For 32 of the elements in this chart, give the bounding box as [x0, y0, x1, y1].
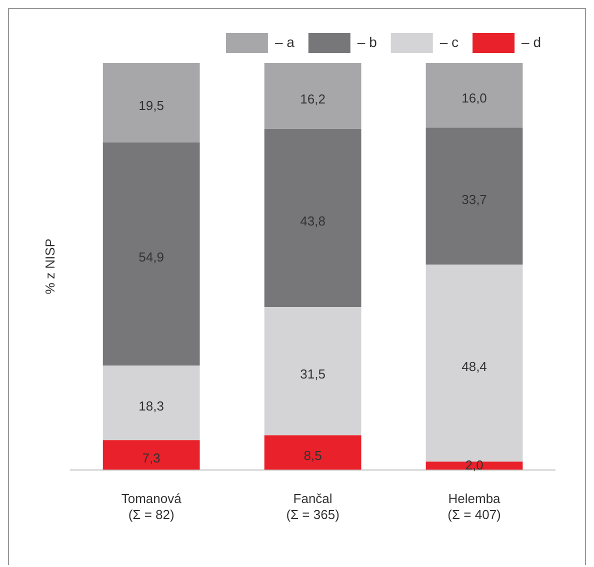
- data-label: 8,5: [304, 448, 322, 464]
- bar: [426, 128, 523, 265]
- data-label: 16,2: [300, 92, 326, 107]
- x-tick-label: Helemba (Σ = 407): [448, 491, 502, 522]
- legend-label: – c: [440, 34, 459, 50]
- x-tick-label: Tomanová (Σ = 82): [121, 491, 182, 522]
- data-label: 16,0: [462, 90, 487, 106]
- bar: [426, 264, 523, 462]
- data-label: 43,8: [300, 214, 326, 229]
- data-label: 18,3: [138, 398, 164, 414]
- data-label: 54,9: [138, 250, 164, 265]
- bar: [264, 128, 362, 308]
- legend-label: – a: [274, 34, 295, 50]
- bar: [426, 63, 523, 128]
- bar: [426, 462, 523, 470]
- data-label: 48,4: [462, 358, 487, 374]
- data-label: 33,7: [462, 192, 487, 207]
- data-label: 19,5: [138, 98, 164, 114]
- x-tick-label: Fančal (Σ = 365): [286, 491, 340, 522]
- bar: [102, 440, 200, 470]
- bar: [264, 435, 362, 470]
- y-axis-title: % z NISP: [42, 238, 58, 294]
- bar: [102, 63, 200, 142]
- legend-label: – d: [522, 34, 542, 50]
- bar: [264, 307, 362, 436]
- data-label: 31,5: [300, 366, 326, 382]
- bar: [102, 142, 200, 366]
- legend-label: – b: [357, 34, 378, 50]
- data-label: 2,0: [465, 457, 484, 472]
- bar: [102, 366, 200, 440]
- data-label: 7,3: [142, 450, 160, 466]
- bar: [264, 63, 362, 129]
